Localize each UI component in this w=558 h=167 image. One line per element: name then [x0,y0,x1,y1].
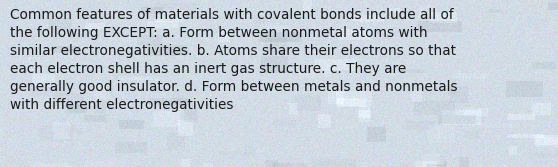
Text: Common features of materials with covalent bonds include all of
the following EX: Common features of materials with covale… [10,8,458,112]
